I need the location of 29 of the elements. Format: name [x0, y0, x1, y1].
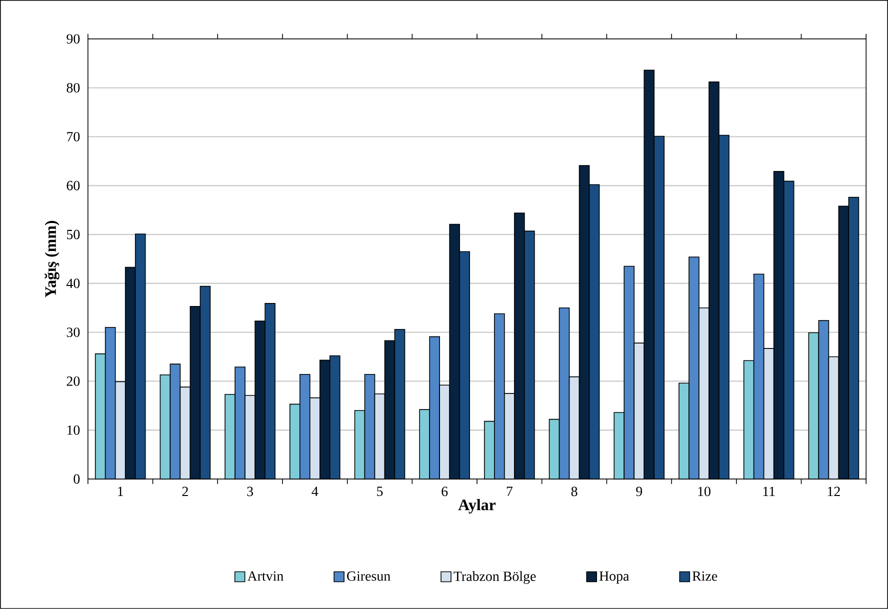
- legend-label: Artvin: [247, 571, 284, 581]
- y-tick-label: 40: [66, 278, 80, 288]
- y-tick-label: 30: [66, 328, 80, 338]
- legend-label: Hopa: [599, 571, 630, 584]
- y-tick-label: 50: [67, 230, 80, 240]
- y-tick-label: 20: [66, 376, 80, 386]
- y-axis-title: Yağış (mm): [44, 220, 60, 298]
- x-tick-label: 4: [312, 486, 318, 496]
- y-tick-label: 60: [66, 180, 80, 190]
- legend-label: Trabzon Bölge: [454, 571, 536, 584]
- x-tick-label: 2: [182, 486, 188, 496]
- y-tick-label: 10: [67, 425, 80, 435]
- x-tick-label: 7: [506, 486, 513, 496]
- x-tick-label: 6: [442, 486, 448, 496]
- x-tick-label: 8: [571, 486, 578, 496]
- x-tick-label: 12: [828, 486, 840, 496]
- y-tick-label: 80: [66, 83, 80, 93]
- x-tick-label: 10: [698, 486, 710, 496]
- x-tick-label: 1: [118, 486, 124, 496]
- legend-label: Rize: [692, 571, 718, 581]
- x-tick-label: 3: [247, 486, 253, 496]
- y-tick-label: 90: [66, 34, 80, 44]
- y-tick-label: 70: [67, 132, 80, 142]
- x-tick-label: 9: [636, 486, 642, 496]
- x-axis-title: Aylar: [458, 499, 496, 514]
- x-tick-label: 5: [377, 486, 383, 496]
- y-tick-label: 0: [74, 474, 80, 484]
- x-tick-label: 11: [763, 486, 775, 496]
- legend-label: Giresun: [347, 571, 390, 581]
